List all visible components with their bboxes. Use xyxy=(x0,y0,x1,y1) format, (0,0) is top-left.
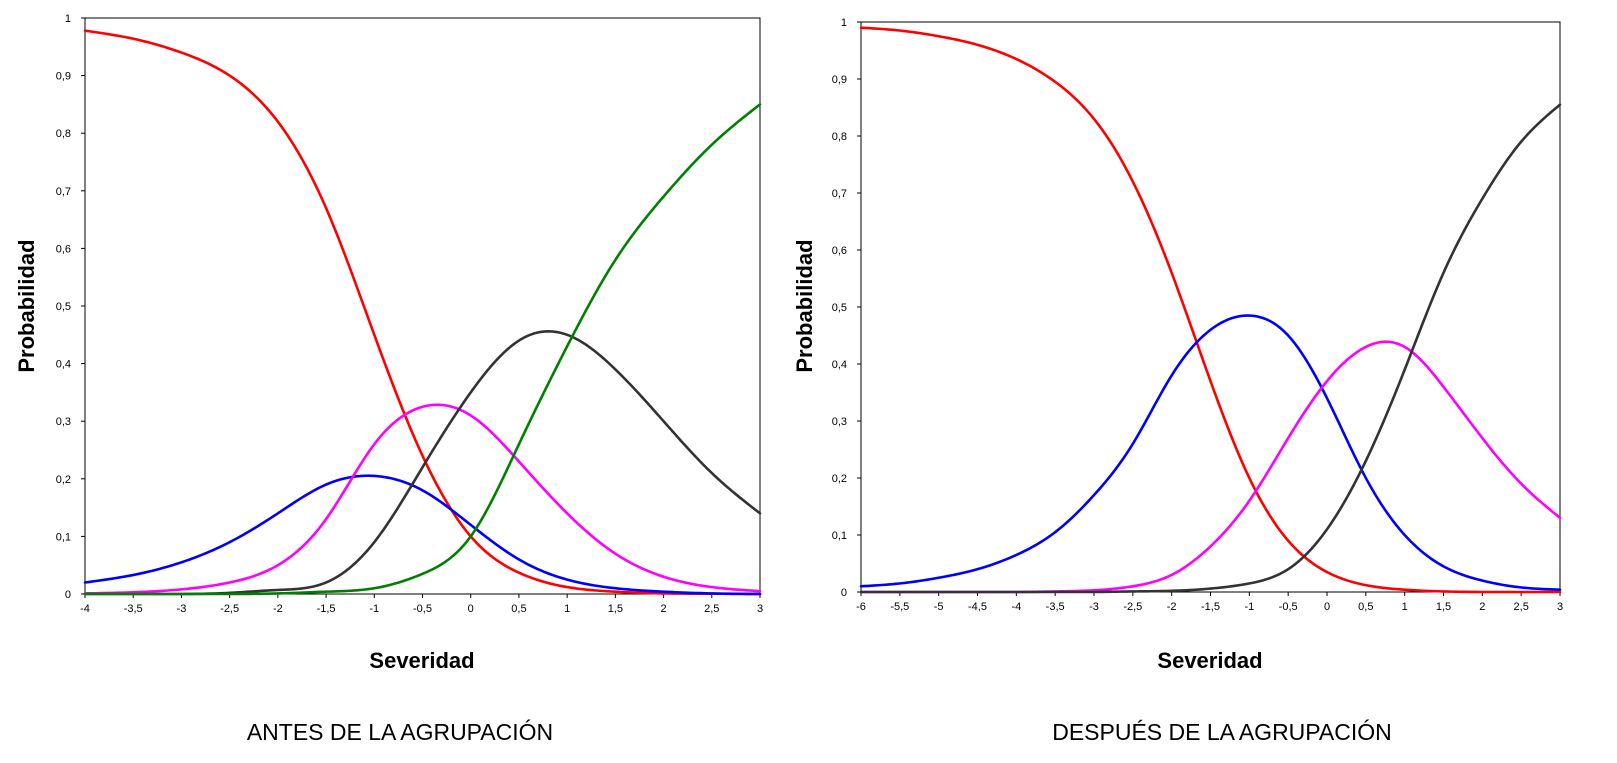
y-tick-label: 0,7 xyxy=(56,186,71,198)
y-tick-label: 0,4 xyxy=(832,359,847,371)
x-tick-label: -0,5 xyxy=(413,603,432,615)
x-tick-label: -0,5 xyxy=(1279,601,1298,613)
x-tick-label: 0,5 xyxy=(1358,601,1373,613)
x-tick-label: 1,5 xyxy=(1436,601,1451,613)
y-tick-label: 0,9 xyxy=(56,71,71,83)
x-tick-label: -1,5 xyxy=(1201,601,1220,613)
series-line-2 xyxy=(83,474,762,596)
x-tick-label: 2,5 xyxy=(704,603,719,615)
y-tick-label: 0,1 xyxy=(832,530,847,542)
y-tick-label: 0,3 xyxy=(56,416,71,428)
x-tick-label: 0 xyxy=(468,603,474,615)
plot-frame xyxy=(860,21,1561,593)
x-tick-label: -1 xyxy=(1244,601,1254,613)
x-tick-label: -2,5 xyxy=(220,603,239,615)
x-tick-label: -1 xyxy=(369,603,379,615)
y-tick-label: 0,2 xyxy=(56,474,71,486)
x-tick-label: -2 xyxy=(1167,601,1177,613)
x-tick-label: 2,5 xyxy=(1514,601,1529,613)
x-tick-label: 0 xyxy=(1324,601,1330,613)
x-tick-label: -4 xyxy=(1011,601,1021,613)
y-tick-label: 0 xyxy=(65,589,71,601)
x-axis-label: Severidad xyxy=(1157,648,1262,673)
series-line-5 xyxy=(83,103,762,596)
plot-frame xyxy=(84,17,761,595)
x-tick-label: 1 xyxy=(1402,601,1408,613)
series-line-3 xyxy=(83,403,762,595)
x-tick-label: 3 xyxy=(1557,601,1563,613)
x-tick-label: -4 xyxy=(80,603,90,615)
y-tick-label: 0,7 xyxy=(832,188,847,200)
x-tick-label: -3 xyxy=(1089,601,1099,613)
y-tick-label: 0,8 xyxy=(832,131,847,143)
x-tick-label: 1 xyxy=(564,603,570,615)
x-tick-label: -5 xyxy=(934,601,944,613)
x-tick-label: -1,5 xyxy=(317,603,336,615)
chart-caption: ANTES DE LA AGRUPACIÓN xyxy=(247,719,553,745)
x-tick-label: 2 xyxy=(661,603,667,615)
y-tick-label: 0,6 xyxy=(832,245,847,257)
x-tick-label: 1,5 xyxy=(608,603,623,615)
y-tick-label: 0,8 xyxy=(56,128,71,140)
x-axis-label: Severidad xyxy=(369,648,474,673)
x-tick-label: -3,5 xyxy=(124,603,143,615)
chart-antes: 0 0,1 0,2 0,3 0,4 0,5 0,6 0,7 0,8 0,9 1 -4 -3,5 -3 -2,… xyxy=(14,13,763,745)
chart-caption: DESPUÉS DE LA AGRUPACIÓN xyxy=(1052,719,1392,745)
y-axis-label: Probabilidad xyxy=(14,239,39,372)
x-tick-label: -2 xyxy=(273,603,283,615)
chart-despues: 0 0,1 0,2 0,3 0,4 0,5 0,6 0,7 0,8 0,9 1 -6 -5,5 -5 -4,… xyxy=(792,17,1563,745)
y-tick-label: 1 xyxy=(841,17,847,29)
y-tick-label: 0,9 xyxy=(832,74,847,86)
x-tick-label: -6 xyxy=(856,601,866,613)
y-tick-label: 0,6 xyxy=(56,243,71,255)
x-tick-label: -2,5 xyxy=(1123,601,1142,613)
y-tick-label: 0,3 xyxy=(832,416,847,428)
x-tick-label: -5,5 xyxy=(890,601,909,613)
x-tick-label: -3,5 xyxy=(1046,601,1065,613)
y-tick-label: 0,4 xyxy=(56,359,71,371)
y-tick-label: 0,1 xyxy=(56,531,71,543)
series-line-1 xyxy=(859,26,1562,594)
y-tick-label: 0,5 xyxy=(56,301,71,313)
x-tick-label: 0,5 xyxy=(511,603,526,615)
series-line-4 xyxy=(859,103,1562,594)
x-tick-label: -3 xyxy=(177,603,187,615)
y-tick-label: 1 xyxy=(65,13,71,25)
y-tick-label: 0,2 xyxy=(832,473,847,485)
x-tick-label: 3 xyxy=(757,603,763,615)
y-tick-label: 0 xyxy=(841,587,847,599)
x-tick-label: 2 xyxy=(1479,601,1485,613)
y-tick-label: 0,5 xyxy=(832,302,847,314)
series-line-2 xyxy=(859,314,1562,592)
series-line-1 xyxy=(83,29,762,596)
y-axis-label: Probabilidad xyxy=(792,239,817,372)
x-tick-label: -4,5 xyxy=(968,601,987,613)
